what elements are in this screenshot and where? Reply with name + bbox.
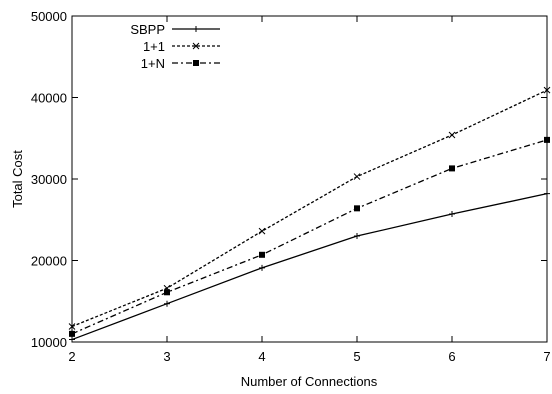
series-line xyxy=(71,89,548,328)
legend-item: 1+N xyxy=(141,56,220,71)
y-tick-label: 20000 xyxy=(31,254,67,269)
series-3 xyxy=(69,136,550,337)
legend-label: SBPP xyxy=(130,22,165,37)
data-point-square xyxy=(69,330,75,337)
legend: SBPP 1+1 1+N xyxy=(130,22,220,71)
y-tick-label: 10000 xyxy=(31,335,67,350)
legend-item: SBPP xyxy=(130,22,220,37)
data-point-cross xyxy=(68,323,76,330)
y-tick-label: 50000 xyxy=(31,9,67,24)
series-1 xyxy=(69,190,550,343)
data-point-plus xyxy=(193,26,199,32)
data-point-square xyxy=(259,251,265,258)
x-tick-label: 6 xyxy=(448,349,455,364)
x-tick-label: 2 xyxy=(68,349,75,364)
x-tick-label: 4 xyxy=(258,349,265,364)
data-point-cross xyxy=(258,227,266,235)
legend-item: 1+1 xyxy=(143,39,220,54)
data-point-square xyxy=(544,136,550,143)
data-point-plus xyxy=(259,264,265,271)
data-point-plus xyxy=(544,190,550,197)
series-layer xyxy=(68,86,551,343)
data-point-cross xyxy=(543,86,551,94)
data-point-plus xyxy=(69,336,75,343)
x-tick-label: 7 xyxy=(543,349,550,364)
y-tick-label: 30000 xyxy=(31,172,67,187)
series-line xyxy=(71,193,548,341)
data-point-cross xyxy=(353,173,361,180)
data-point-square xyxy=(449,165,455,172)
data-point-square xyxy=(193,60,199,66)
y-axis-label: Total Cost xyxy=(10,150,25,208)
y-tick-label: 40000 xyxy=(31,91,67,106)
x-tick-label: 5 xyxy=(353,349,360,364)
data-point-cross xyxy=(448,131,456,139)
data-point-square xyxy=(164,289,170,296)
data-point-cross xyxy=(192,42,200,50)
data-point-plus xyxy=(354,233,360,240)
data-point-plus xyxy=(449,211,455,218)
x-axis-label: Number of Connections xyxy=(241,374,378,389)
y-axis-ticks: 10000 20000 30000 40000 50000 xyxy=(31,9,547,350)
x-tick-label: 3 xyxy=(163,349,170,364)
x-axis-ticks: 2 3 4 5 6 7 xyxy=(68,16,551,364)
data-point-square xyxy=(354,205,360,212)
legend-label: 1+1 xyxy=(143,39,165,54)
legend-label: 1+N xyxy=(141,56,165,71)
series-line xyxy=(71,139,548,335)
data-point-plus xyxy=(164,300,170,307)
